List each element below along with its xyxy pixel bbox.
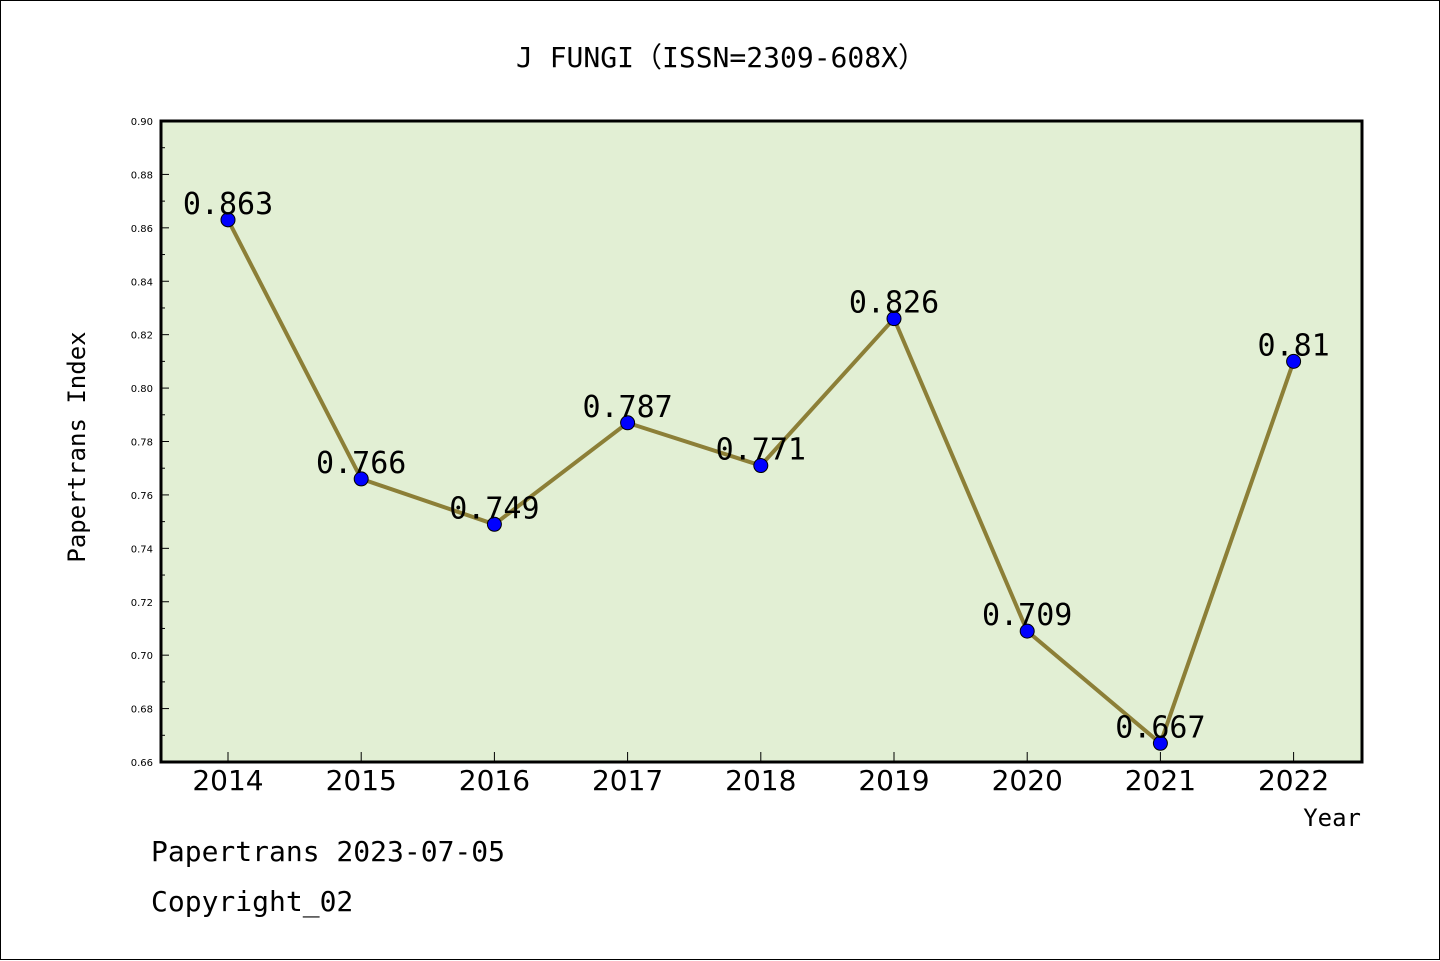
data-label: 0.787 — [582, 390, 672, 425]
data-label: 0.771 — [716, 433, 806, 468]
y-tick-label: 0.72 — [131, 598, 153, 609]
data-series — [220, 212, 1302, 751]
data-point — [1152, 735, 1168, 751]
data-labels: 0.863 0.766 0.749 0.787 0.771 0.826 0.709 0.667… — [183, 187, 1330, 745]
data-label: 0.826 — [849, 286, 939, 321]
y-tick-label: 0.76 — [131, 491, 153, 502]
data-label: 0.863 — [183, 187, 273, 222]
data-label: 0.766 — [316, 446, 406, 481]
y-tick-label: 0.90 — [131, 117, 153, 128]
data-label: 0.667 — [1115, 710, 1205, 745]
x-tick-label: 2017 — [592, 764, 663, 797]
data-label: 0.749 — [449, 491, 539, 526]
data-point — [753, 458, 769, 474]
y-tick-label: 0.88 — [131, 170, 153, 181]
y-tick-label: 0.80 — [131, 384, 153, 395]
y-axis-label: Papertrans Index — [63, 331, 91, 562]
x-tick-label: 2022 — [1258, 764, 1329, 797]
y-tick-label: 0.74 — [131, 544, 153, 555]
x-tick-label: 2020 — [992, 764, 1063, 797]
plot-area — [161, 121, 1362, 762]
x-axis-label: Year — [1303, 804, 1361, 832]
chart-title: J FUNGI（ISSN=2309-608X） — [516, 41, 926, 74]
y-tick-label: 0.78 — [131, 438, 153, 449]
data-point — [1019, 623, 1035, 639]
data-point — [353, 471, 369, 487]
y-tick-label: 0.86 — [131, 224, 153, 235]
data-point — [1286, 353, 1302, 369]
plot-border — [159, 119, 1364, 764]
x-tick-label: 2018 — [725, 764, 796, 797]
x-tick-label: 2021 — [1125, 764, 1196, 797]
data-point — [620, 415, 636, 431]
x-tick-label: 2016 — [459, 764, 530, 797]
y-tick-label: 0.68 — [131, 705, 153, 716]
footer-date: Papertrans 2023-07-05 — [151, 835, 506, 868]
x-tick-label: 2015 — [326, 764, 397, 797]
x-axis: 2014 2015 2016 2017 2018 2019 2020 2021 2022 — [192, 752, 1329, 797]
data-point — [220, 212, 236, 228]
y-tick-label: 0.70 — [131, 651, 153, 662]
data-label: 0.81 — [1257, 328, 1329, 363]
y-tick-label: 0.66 — [131, 758, 153, 769]
data-label: 0.709 — [982, 598, 1072, 633]
y-tick-label: 0.82 — [131, 331, 153, 342]
data-point — [486, 516, 502, 532]
x-tick-label: 2014 — [192, 764, 263, 797]
footer-copyright: Copyright_02 — [151, 885, 354, 918]
y-tick-label: 0.84 — [131, 277, 153, 288]
data-point — [886, 311, 902, 327]
x-tick-label: 2019 — [858, 764, 929, 797]
